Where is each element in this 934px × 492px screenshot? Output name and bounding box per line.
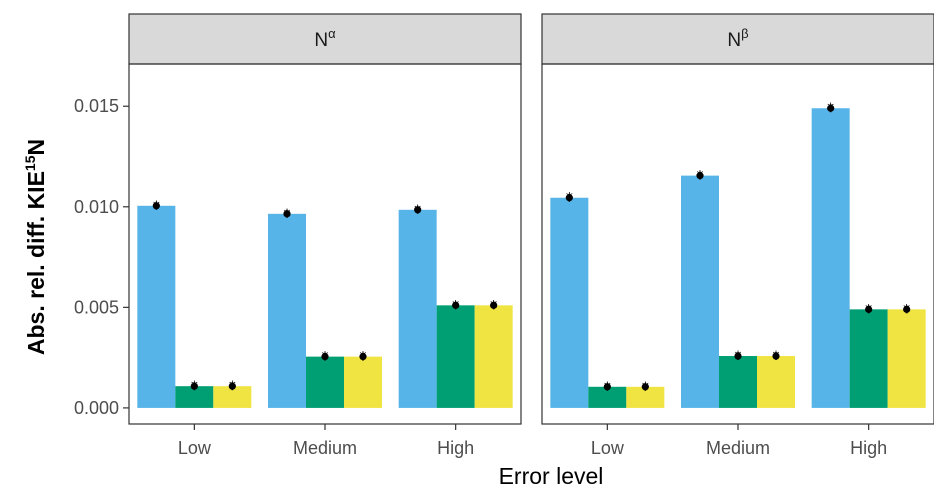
x-tick-label: High — [437, 438, 474, 458]
bar — [436, 305, 475, 408]
data-point — [452, 301, 460, 309]
data-point — [228, 382, 236, 390]
strip-label-main: N — [314, 30, 328, 51]
y-axis-title-sup: 15 — [22, 155, 38, 171]
point-marker: * — [490, 298, 497, 314]
y-axis-title-suffix: N — [23, 139, 49, 156]
y-tick-label: 0.000 — [74, 398, 119, 418]
point-marker: * — [284, 207, 291, 223]
data-point — [565, 194, 573, 202]
data-point — [903, 305, 911, 313]
x-tick-label: Medium — [706, 438, 770, 458]
data-point — [359, 353, 367, 361]
bar — [681, 175, 719, 408]
y-axis: 0.000 0.005 0.010 0.015 — [74, 96, 129, 418]
data-point — [641, 383, 649, 391]
y-tick-label: 0.005 — [74, 297, 119, 317]
point-marker: * — [604, 380, 611, 396]
panel-1: Nα * * * Low * * * Medium * * * High — [128, 13, 522, 458]
bar — [268, 213, 306, 408]
y-axis-title: Abs. rel. diff. KIE15N — [22, 139, 49, 355]
panel-strip-label: Nα — [314, 26, 336, 51]
panel-border — [541, 63, 934, 425]
bar — [137, 205, 176, 408]
data-point — [321, 353, 329, 361]
point-marker: * — [773, 349, 780, 365]
point-marker: * — [322, 350, 329, 366]
bar — [588, 386, 627, 408]
point-marker: * — [452, 298, 459, 314]
data-point — [603, 383, 611, 391]
point-marker: * — [566, 191, 573, 207]
x-tick-label: Low — [591, 438, 625, 458]
bar — [175, 386, 214, 408]
bar — [626, 386, 665, 408]
bar — [306, 356, 344, 408]
point-marker: * — [191, 379, 198, 395]
data-point — [490, 301, 498, 309]
point-marker: * — [153, 199, 160, 215]
point-marker: * — [414, 203, 421, 219]
point-marker: * — [735, 349, 742, 365]
data-point — [414, 206, 422, 214]
panels: Nα * * * Low * * * Medium * * * High Nβ * * * Low * * * Mediu… — [128, 13, 934, 458]
bar — [550, 197, 589, 408]
bar — [398, 209, 437, 408]
point-marker: * — [697, 169, 704, 185]
data-point — [190, 382, 198, 390]
y-axis-title-main: Abs. rel. diff. KIE — [23, 171, 49, 355]
panel-border — [128, 63, 522, 425]
data-point — [696, 172, 704, 180]
point-marker: * — [865, 302, 872, 318]
data-point — [827, 104, 835, 112]
bar — [887, 309, 926, 408]
bar — [344, 356, 382, 408]
point-marker: * — [360, 350, 367, 366]
strip-label-sup: β — [741, 26, 748, 41]
panel-strip-label: Nβ — [727, 26, 748, 51]
strip-label-sup: α — [328, 26, 336, 41]
bar — [811, 108, 850, 408]
x-tick-label: Medium — [293, 438, 357, 458]
bar — [849, 309, 888, 408]
x-axis-title: Error level — [499, 463, 604, 489]
y-tick-label: 0.010 — [74, 197, 119, 217]
panel-strip — [128, 13, 522, 65]
bar — [213, 386, 252, 408]
panel-2: Nβ * * * Low * * * Medium * * * High — [541, 13, 934, 458]
y-tick-label: 0.015 — [74, 96, 119, 116]
data-point — [865, 305, 873, 313]
data-point — [734, 352, 742, 360]
bar — [757, 356, 795, 408]
x-tick-label: Low — [178, 438, 212, 458]
bar — [719, 356, 757, 408]
data-point — [283, 210, 291, 218]
point-marker: * — [642, 380, 649, 396]
panel-strip — [541, 13, 934, 65]
data-point — [772, 352, 780, 360]
point-marker: * — [229, 379, 236, 395]
x-tick-label: High — [850, 438, 887, 458]
bar — [474, 305, 513, 408]
point-marker: * — [827, 101, 834, 117]
point-marker: * — [903, 302, 910, 318]
strip-label-main: N — [727, 30, 741, 51]
data-point — [152, 202, 160, 210]
